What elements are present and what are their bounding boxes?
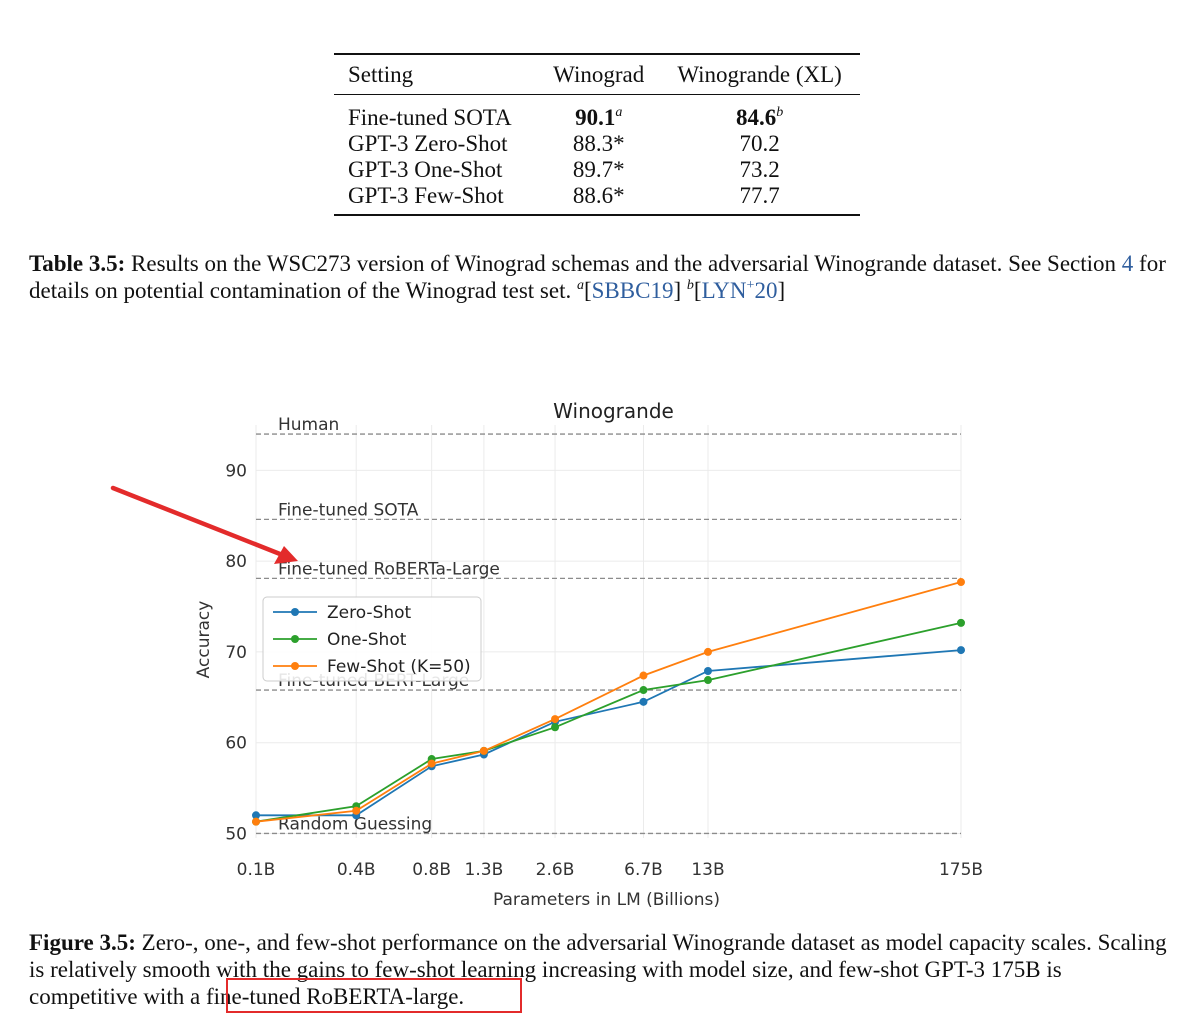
annotation-arrow-head [274,546,298,564]
legend-swatch-marker [291,635,299,643]
cell-winograd: 88.6* [572,183,625,208]
citation-part: 20 [754,278,778,303]
data-point [957,578,965,587]
x-tick-label: 0.1B [237,860,276,880]
footnote-marker: a [615,105,623,120]
table-caption-text-2: for details on potential contamination o… [29,251,1166,303]
citation-link-lyn20[interactable]: LYN+20 [702,278,778,303]
data-point [427,759,436,768]
cell-winograd: 90.1a [538,95,659,132]
x-tick-label: 175B [939,860,983,880]
footnote-marker: b [776,105,784,120]
data-point [703,676,712,685]
data-point [639,697,648,706]
reference-line-label: Fine-tuned SOTA [278,500,419,520]
data-point [703,647,712,656]
citation-plus: + [746,278,755,293]
table-row: GPT-3 Few-Shot 88.6* 77.7 [334,183,860,215]
x-tick-label: 2.6B [536,860,575,880]
y-tick-label: 90 [225,461,247,481]
cell-winograd: 89.7* [572,157,625,182]
cell-winogrande: 77.7 [739,183,780,208]
legend-swatch-marker [291,662,299,670]
highlight-box [226,978,522,1013]
x-tick-label: 1.3B [465,860,504,880]
data-point [639,686,648,695]
data-point [957,618,965,627]
table-caption-label: Table 3.5: [29,251,126,276]
figure-caption: Figure 3.5: Zero-, one-, and few-shot pe… [29,929,1169,1010]
x-tick-label: 0.4B [337,860,376,880]
table-row: GPT-3 Zero-Shot 88.3* 70.2 [334,131,860,157]
y-tick-label: 70 [225,643,247,663]
y-tick-label: 80 [225,552,247,572]
cell-setting: GPT-3 Zero-Shot [348,131,508,156]
cell-value: 90.1 [575,105,616,130]
figure-caption-label: Figure 3.5: [29,930,136,955]
annotation-arrow-shaft [110,485,283,557]
results-table: Setting Winograd Winogrande (XL) Fine-tu… [334,53,860,216]
citation-link-sbbc19[interactable]: SBBC19 [591,278,674,303]
bracket: [ [583,278,592,303]
table-row: Fine-tuned SOTA 90.1a 84.6b [334,95,860,132]
data-point [551,723,560,732]
ref-b-marker: b [686,278,694,293]
table-header-row: Setting Winograd Winogrande (XL) [334,54,860,95]
legend-entry: One-Shot [327,630,407,650]
cell-winogrande: 73.2 [739,157,780,182]
reference-line-label: Random Guessing [278,814,432,834]
series-line [256,649,962,817]
reference-line-label: Fine-tuned RoBERTa-Large [278,559,500,579]
reference-line-label: Human [278,415,339,435]
cell-setting: Fine-tuned SOTA [348,105,512,130]
bracket: ] [777,278,786,303]
legend-swatch-marker [291,608,299,616]
bracket: ] [673,278,682,303]
cell-winogrande: 84.6b [659,95,860,132]
y-axis-label: Accuracy [194,601,214,679]
col-header-winograd: Winograd [553,62,645,87]
data-point [957,646,965,655]
x-tick-label: 0.8B [412,860,451,880]
legend-entry: Few-Shot (K=50) [327,657,471,677]
bracket: [ [693,278,702,303]
figure-caption-text: Zero-, one-, and few-shot performance on… [29,930,1167,1009]
data-point [252,811,260,820]
x-axis-label: Parameters in LM (Billions) [493,890,720,910]
section-link[interactable]: 4 [1121,251,1134,276]
cell-winograd: 88.3* [572,131,625,156]
x-tick-label: 6.7B [624,860,663,880]
y-tick-label: 50 [225,824,247,844]
table-row: GPT-3 One-Shot 89.7* 73.2 [334,157,860,183]
table-caption: Table 3.5: Results on the WSC273 version… [29,250,1169,304]
y-tick-label: 60 [225,734,247,754]
cell-value: 84.6 [735,105,777,130]
col-header-setting: Setting [348,62,414,87]
x-tick-label: 13B [691,860,724,880]
data-point [352,806,361,815]
series-line [255,581,962,823]
citation-part: LYN [701,278,747,303]
data-point [551,715,560,724]
ref-a-marker: a [576,278,584,293]
legend-box [262,596,482,682]
data-point [703,666,712,675]
data-point [252,817,260,826]
col-header-winogrande: Winogrande (XL) [677,62,842,87]
cell-winogrande: 70.2 [739,131,780,156]
chart-title: Winogrande [553,399,674,423]
series-line [255,622,962,823]
table-caption-text: Results on the WSC273 version of Winogra… [131,251,1117,276]
legend-entry: Zero-Shot [327,603,412,623]
cell-setting: GPT-3 One-Shot [348,157,503,182]
figure-caption-highlighted: fine-tuned RoBERTA-large. [205,984,465,1009]
cell-setting: GPT-3 Few-Shot [348,183,504,208]
data-point [479,746,488,755]
data-point [639,671,648,680]
